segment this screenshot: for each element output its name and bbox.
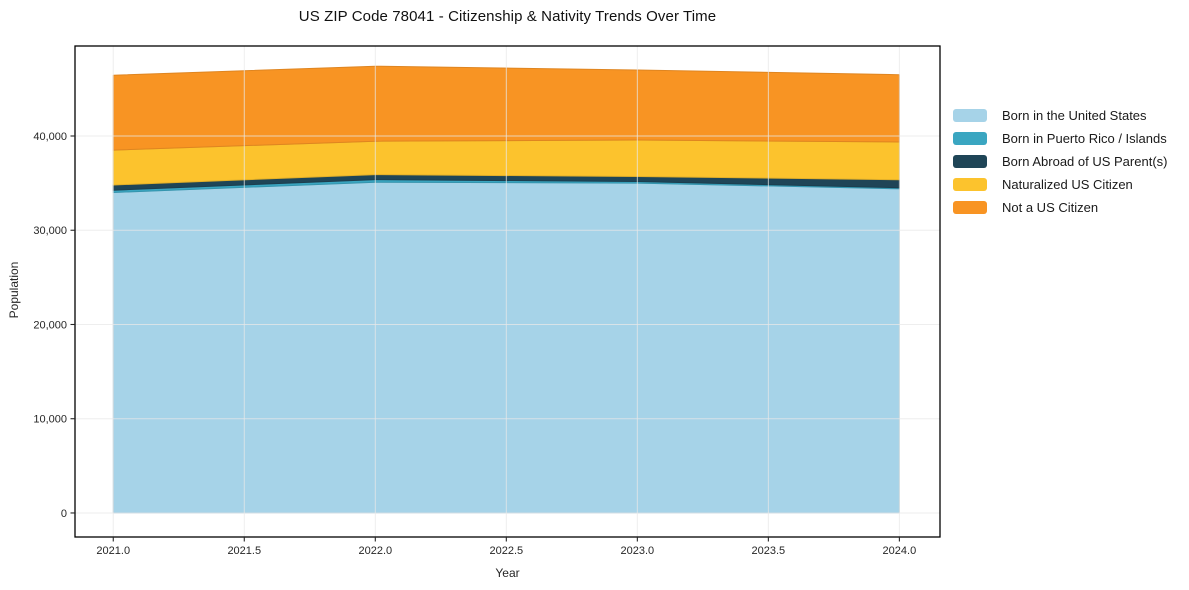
legend-item-naturalized-us-citizen: Naturalized US Citizen: [953, 173, 1167, 196]
x-tick-label: 2021.0: [96, 545, 130, 557]
x-tick-label: 2023.0: [621, 545, 655, 557]
legend-label: Born in the United States: [1002, 108, 1147, 123]
legend-item-born-in-puerto-rico-islands: Born in Puerto Rico / Islands: [953, 127, 1167, 150]
axes-frame: [74, 45, 941, 538]
legend-label: Not a US Citizen: [1002, 200, 1099, 215]
chart-title: US ZIP Code 78041 - Citizenship & Nativi…: [298, 8, 717, 25]
legend-item-born-abroad-of-us-parent-s: Born Abroad of US Parent(s): [953, 150, 1167, 173]
x-tick-label: 2021.5: [227, 545, 261, 557]
x-tick-label: 2024.0: [883, 545, 917, 557]
y-tick-label: 0: [61, 508, 67, 520]
x-axis-label: Year: [495, 566, 520, 580]
legend-item-not-a-us-citizen: Not a US Citizen: [953, 196, 1167, 219]
legend-swatch: [953, 132, 987, 145]
x-tick-label: 2022.0: [358, 545, 392, 557]
legend-swatch: [953, 109, 987, 122]
legend-label: Born Abroad of US Parent(s): [1002, 154, 1168, 169]
legend-swatch: [953, 201, 987, 214]
legend-label: Naturalized US Citizen: [1002, 177, 1133, 192]
x-tick-label: 2022.5: [489, 545, 523, 557]
y-axis-label: Population: [7, 261, 21, 319]
legend-item-born-in-the-united-states: Born in the United States: [953, 104, 1167, 127]
y-tick-label: 40,000: [33, 131, 67, 143]
y-tick-label: 30,000: [33, 225, 67, 237]
legend-label: Born in Puerto Rico / Islands: [1002, 131, 1167, 146]
legend: Born in the United States Born in Puerto …: [953, 104, 1167, 219]
legend-swatch: [953, 155, 987, 168]
legend-swatch: [953, 178, 987, 191]
y-tick-label: 20,000: [33, 319, 67, 331]
x-tick-label: 2023.5: [752, 545, 786, 557]
y-tick-label: 10,000: [33, 414, 67, 426]
